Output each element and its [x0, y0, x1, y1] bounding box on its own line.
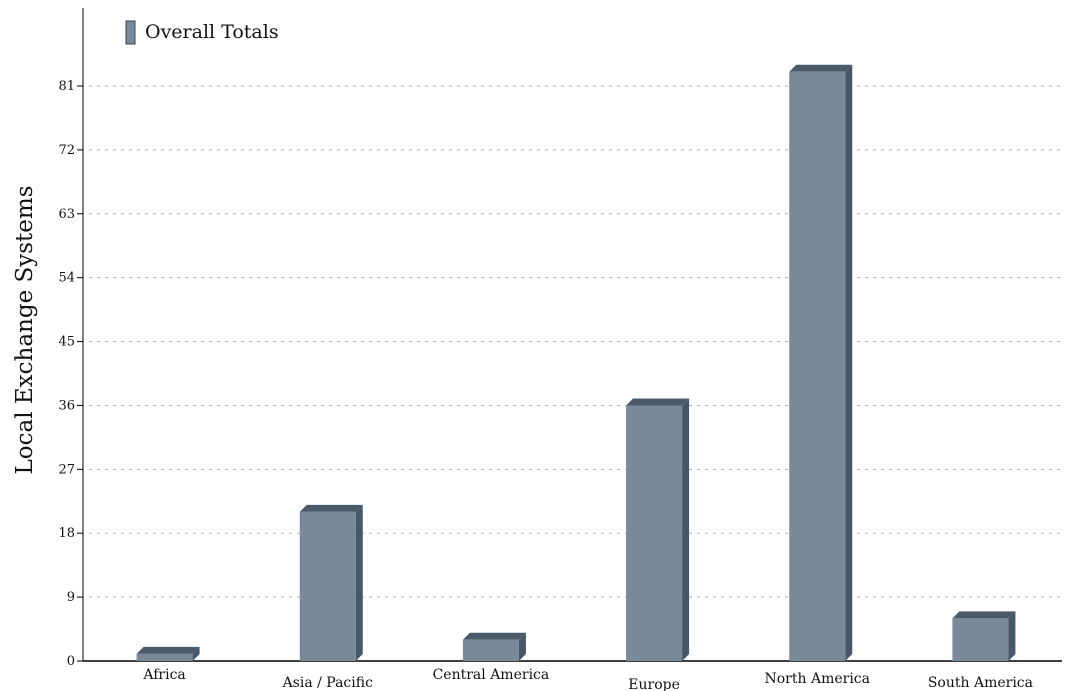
bar-south-america: [952, 611, 1016, 661]
bar-side-face: [682, 398, 690, 661]
category-label: Central America: [433, 667, 550, 683]
bar-top-face: [299, 504, 363, 512]
category-labels: Africa Asia / Pacific Central America Europ…: [142, 667, 1033, 691]
y-tick-label: 63: [58, 207, 75, 222]
bar-side-face: [845, 64, 853, 661]
category-label: Asia / Pacific: [282, 675, 374, 691]
bar-front-face: [462, 639, 519, 661]
y-tick-label: 0: [67, 654, 75, 669]
bar-europe: [626, 398, 690, 661]
bar-side-face: [355, 504, 363, 661]
bar-top-face: [136, 646, 200, 654]
axes: [82, 8, 1062, 662]
bar-africa: [136, 646, 200, 661]
bar-asia-pacific: [299, 504, 363, 661]
bar-top-face: [626, 398, 690, 406]
y-tick-label: 72: [58, 143, 75, 158]
legend-swatch: [125, 20, 136, 45]
category-label: South America: [928, 675, 1033, 691]
y-tick-label: 18: [58, 526, 75, 541]
bar-front-face: [626, 405, 683, 661]
category-label: North America: [765, 671, 871, 687]
bar-side-face: [192, 646, 200, 661]
bar-front-face: [952, 618, 1009, 661]
y-tick-label: 54: [58, 271, 75, 286]
bar-central-america: [462, 632, 526, 661]
y-axis-label: Local Exchange Systems: [12, 185, 38, 474]
y-tick-label: 36: [58, 398, 75, 413]
legend-label-overall-totals: Overall Totals: [145, 21, 279, 43]
bar-side-face: [1008, 611, 1016, 661]
bars: [136, 64, 1016, 661]
bar-front-face: [299, 511, 356, 661]
category-label: Europe: [628, 677, 680, 691]
y-tick-label: 9: [67, 590, 75, 605]
y-tick-labels: 0 9 18 27 36 45 54 63 72 81: [58, 79, 83, 669]
category-label: Africa: [142, 667, 185, 683]
bar-side-face: [518, 632, 526, 661]
legend: Overall Totals: [125, 20, 279, 45]
y-tick-label: 81: [58, 79, 75, 94]
bar-top-face: [789, 64, 853, 72]
bar-front-face: [136, 653, 193, 661]
bar-top-face: [462, 632, 526, 640]
y-tick-label: 45: [58, 335, 75, 350]
bar-top-face: [952, 611, 1016, 619]
y-tick-label: 27: [58, 462, 75, 477]
bar-north-america: [789, 64, 853, 661]
gridlines: [89, 85, 1062, 598]
bar-front-face: [789, 71, 846, 661]
